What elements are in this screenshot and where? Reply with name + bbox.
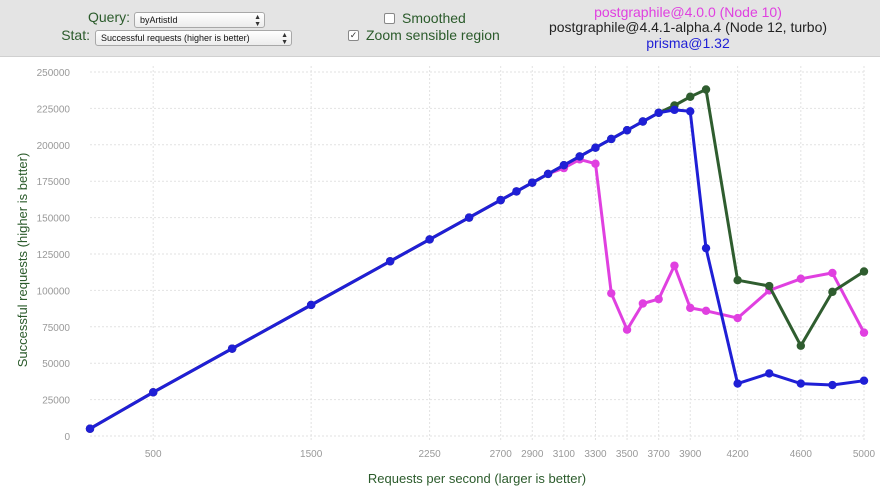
x-tick-label: 1500 (300, 449, 323, 460)
data-point-series-2 (607, 134, 616, 144)
data-point-series-1 (796, 341, 806, 350)
data-point-series-2 (575, 152, 584, 161)
stat-select-value: Successful requests (higher is better) (101, 33, 250, 43)
smoothed-checkbox[interactable]: Smoothed (384, 10, 466, 26)
data-point-series-1 (828, 287, 837, 297)
query-label: Query: (87, 9, 130, 25)
legend-item-prisma: prisma@1.32 (646, 35, 730, 51)
checkbox-icon[interactable] (384, 12, 395, 24)
data-point-series-2 (670, 105, 679, 115)
select-arrows-icon: ▲ ▼ (254, 14, 261, 28)
y-tick-label: 125000 (37, 250, 71, 261)
data-point-series-0 (670, 261, 679, 270)
x-tick-label: 2700 (490, 449, 513, 460)
data-point-series-2 (464, 213, 474, 222)
data-point-series-2 (425, 235, 434, 244)
x-tick-label: 4600 (790, 449, 813, 460)
data-point-series-1 (765, 281, 774, 291)
x-tick-label: 3300 (584, 449, 607, 460)
data-point-series-0 (654, 294, 663, 304)
data-point-series-2 (654, 108, 663, 117)
stat-label: Stat: (61, 27, 90, 43)
series-line-0 (89, 157, 866, 430)
y-tick-label: 250000 (37, 68, 71, 79)
data-point-series-0 (622, 325, 632, 334)
data-point-series-0 (638, 299, 648, 308)
series-line-1 (89, 88, 865, 430)
data-point-series-2 (591, 143, 600, 152)
x-tick-label: 2900 (521, 449, 544, 460)
y-tick-label: 0 (64, 432, 70, 443)
data-point-series-0 (828, 268, 837, 278)
data-point-series-2 (859, 376, 869, 385)
data-point-series-0 (796, 274, 806, 283)
y-tick-label: 100000 (37, 286, 71, 297)
data-point-series-2 (765, 369, 774, 378)
y-tick-label: 75000 (42, 323, 70, 334)
x-tick-label: 3500 (616, 449, 639, 460)
stat-select[interactable]: Successful requests (higher is better) ▲… (95, 30, 292, 46)
x-tick-label: 3900 (679, 449, 702, 460)
data-point-series-1 (859, 267, 869, 276)
y-tick-label: 175000 (37, 177, 71, 188)
data-point-series-2 (227, 344, 237, 353)
data-point-series-2 (559, 160, 569, 170)
y-tick-label: 25000 (42, 396, 70, 407)
data-point-series-2 (512, 187, 521, 196)
x-tick-label: 5000 (853, 449, 876, 460)
data-point-series-0 (607, 289, 616, 298)
x-tick-label: 3700 (648, 449, 671, 460)
data-point-series-2 (638, 117, 648, 126)
data-point-series-2 (528, 178, 537, 187)
query-select-value: byArtistId (140, 15, 178, 25)
data-point-series-2 (828, 380, 837, 390)
query-select[interactable]: byArtistId ▲ ▼ (134, 12, 265, 28)
y-tick-label: 200000 (37, 141, 71, 152)
x-tick-label: 4200 (727, 449, 750, 460)
y-tick-label: 225000 (37, 104, 71, 115)
data-point-series-0 (701, 306, 711, 315)
x-tick-label: 500 (145, 449, 162, 460)
data-point-series-0 (733, 313, 742, 323)
series-line-2 (89, 108, 865, 430)
legend-item-postgraphile-4-4-1: postgraphile@4.4.1-alpha.4 (Node 12, tur… (548, 19, 828, 35)
zoom-label: Zoom sensible region (366, 27, 500, 43)
y-tick-label: 50000 (42, 359, 70, 370)
data-point-series-2 (85, 424, 95, 433)
data-point-series-1 (686, 92, 695, 101)
y-axis-title: Successful requests (higher is better) (15, 153, 30, 368)
data-point-series-2 (496, 195, 505, 205)
x-tick-label: 2250 (418, 449, 441, 460)
y-tick-label: 150000 (37, 214, 71, 225)
data-point-series-2 (622, 126, 632, 135)
data-point-series-2 (543, 169, 553, 179)
data-point-series-0 (686, 303, 695, 313)
data-point-series-2 (733, 379, 742, 388)
data-point-series-2 (686, 107, 695, 116)
x-tick-label: 3100 (553, 449, 576, 460)
data-point-series-2 (385, 257, 395, 266)
select-arrows-icon: ▲ ▼ (281, 32, 288, 46)
data-point-series-2 (148, 388, 158, 397)
data-point-series-2 (796, 379, 806, 388)
data-point-series-0 (859, 328, 869, 337)
zoom-checkbox[interactable]: ✓ Zoom sensible region (348, 27, 500, 43)
x-axis-title: Requests per second (larger is better) (368, 471, 586, 486)
controls-toolbar: Query: byArtistId ▲ ▼ Stat: Successful re… (0, 0, 880, 57)
smoothed-label: Smoothed (402, 10, 466, 26)
data-point-series-1 (701, 85, 711, 94)
legend-item-postgraphile-4-0-0: postgraphile@4.0.0 (Node 10) (594, 4, 782, 20)
data-point-series-1 (733, 276, 742, 285)
checkbox-icon[interactable]: ✓ (348, 29, 359, 41)
data-point-series-2 (306, 300, 316, 310)
data-point-series-2 (701, 243, 711, 253)
data-point-series-0 (591, 159, 600, 168)
